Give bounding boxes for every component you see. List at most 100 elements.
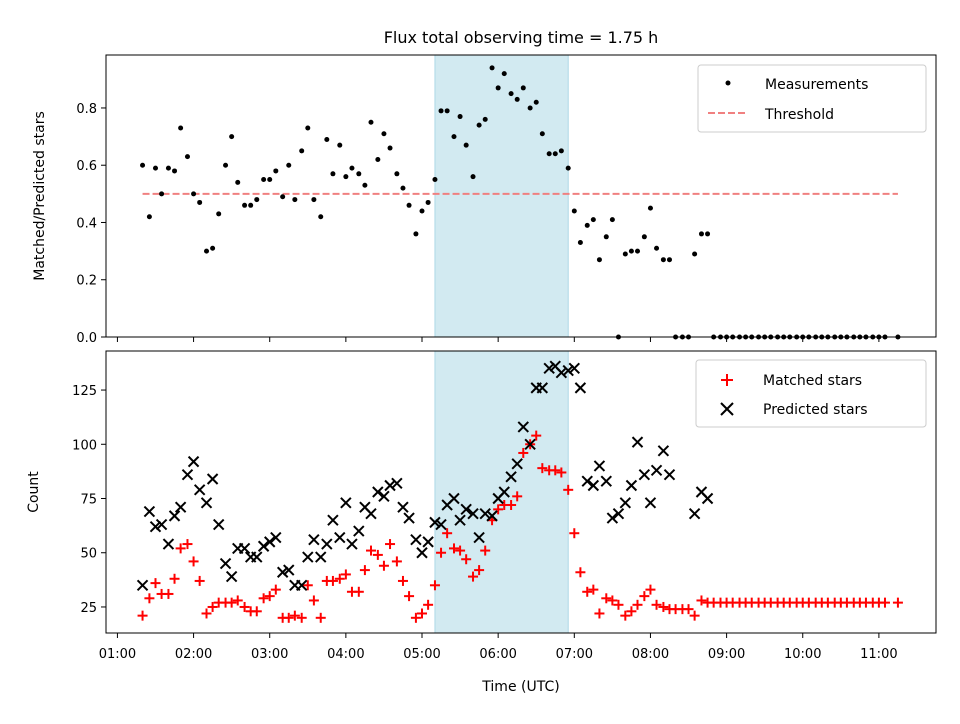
top-y-tick-label: 0.6 [76, 159, 97, 174]
predicted-star-point [631, 436, 644, 448]
matched-star-point [144, 593, 155, 604]
measurement-point [242, 202, 248, 208]
matched-star-point [239, 601, 250, 612]
predicted-star-point [562, 364, 574, 377]
measurement-point [267, 177, 273, 183]
measurement-point [565, 165, 571, 171]
matched-star-point [531, 430, 542, 441]
top-y-tick-label: 0.0 [76, 331, 97, 346]
predicted-star-point [327, 514, 339, 526]
matched-star-point [315, 612, 326, 623]
measurement-point [692, 251, 698, 257]
predicted-star-point [593, 460, 606, 472]
predicted-star-point [619, 497, 632, 509]
legend-predicted-label: Predicted stars [763, 402, 868, 418]
measurement-point [705, 231, 711, 237]
measurement-point [432, 177, 438, 183]
matched-star-point [601, 593, 612, 604]
measurement-point [413, 231, 419, 237]
predicted-star-point [315, 551, 327, 563]
predicted-star-point [378, 490, 390, 503]
measurement-point [470, 174, 476, 180]
top-y-tick-label: 0.4 [76, 216, 97, 231]
matched-star-point [182, 539, 193, 550]
matched-star-point [289, 610, 300, 621]
measurement-point [647, 205, 653, 211]
bottom-y-ticks: 25 50 75 100 125 [72, 384, 106, 616]
matched-star-point [613, 599, 624, 610]
predicted-star-point [308, 534, 320, 546]
bottom-x-tick-label: 05:00 [403, 647, 440, 662]
measurement-point [698, 231, 704, 237]
bottom-x-tick-label: 10:00 [784, 647, 821, 662]
predicted-star-point [212, 518, 225, 531]
measurement-point [539, 131, 545, 137]
matched-star-point [626, 606, 637, 617]
measurement-points [140, 65, 901, 340]
legend-matched-label: Matched stars [763, 373, 862, 389]
matched-star-point [372, 549, 383, 560]
measurement-point [286, 162, 292, 168]
bottom-plot-frame [105, 350, 937, 634]
predicted-star-point [174, 501, 187, 513]
chart-title: Flux total observing time = 1.75 h [384, 28, 659, 47]
measurement-point [508, 91, 514, 97]
matched-star-point [632, 599, 643, 610]
measurement-point [406, 202, 412, 208]
matched-star-point [410, 612, 421, 623]
predicted-star-point [511, 458, 523, 470]
predicted-star-point [574, 382, 587, 394]
measurement-point [216, 211, 222, 217]
matched-star-point [575, 567, 586, 578]
matched-star-point [563, 484, 574, 495]
measurement-point [438, 108, 444, 114]
bottom-legend: Matched stars Predicted stars [695, 359, 927, 428]
predicted-star-point [372, 486, 384, 498]
predicted-star-point [435, 518, 447, 531]
matched-star-point [696, 595, 707, 606]
measurement-point [178, 125, 184, 131]
measurement-point [558, 148, 564, 154]
predicted-star-point [391, 477, 403, 490]
measurement-point [311, 197, 317, 203]
predicted-star-point [270, 531, 282, 544]
measurement-point [165, 165, 171, 171]
predicted-star-point [251, 551, 263, 563]
matched-star-point [404, 591, 415, 602]
predicted-star-point [460, 503, 472, 516]
matched-star-point [226, 597, 237, 608]
predicted-star-point [467, 507, 479, 520]
measurement-point [666, 257, 672, 263]
measurement-point [520, 85, 526, 91]
legend-measurements-marker [725, 80, 731, 86]
measurement-point [476, 122, 482, 128]
matched-star-point [169, 573, 180, 584]
predicted-star-point [283, 564, 295, 576]
measurement-point [191, 191, 197, 197]
matched-star-point [207, 601, 218, 612]
predicted-star-point [187, 455, 200, 468]
predicted-star-point [225, 570, 238, 583]
predicted-star-point [612, 507, 625, 520]
predicted-star-point [568, 362, 581, 375]
bottom-x-tick-label: 03:00 [251, 647, 288, 662]
predicted-star-point [365, 507, 377, 520]
top-legend: Measurements Threshold [697, 64, 927, 133]
matched-star-point [385, 539, 396, 550]
predicted-star-point [625, 479, 638, 492]
measurement-point [622, 251, 628, 257]
predicted-star-point [486, 510, 498, 522]
measurement-point [229, 134, 235, 140]
measurement-point [451, 134, 457, 140]
matched-star-point [588, 584, 599, 595]
matched-star-point [512, 491, 523, 502]
bottom-x-tick-label: 08:00 [632, 647, 669, 662]
matched-star-point [461, 554, 472, 565]
measurement-point [641, 234, 647, 240]
matched-star-point [607, 595, 618, 606]
matched-star-point [359, 565, 370, 576]
measurement-point [292, 197, 298, 203]
predicted-star-point [403, 512, 415, 524]
matched-star-point [480, 545, 491, 556]
measurement-point [381, 131, 387, 137]
